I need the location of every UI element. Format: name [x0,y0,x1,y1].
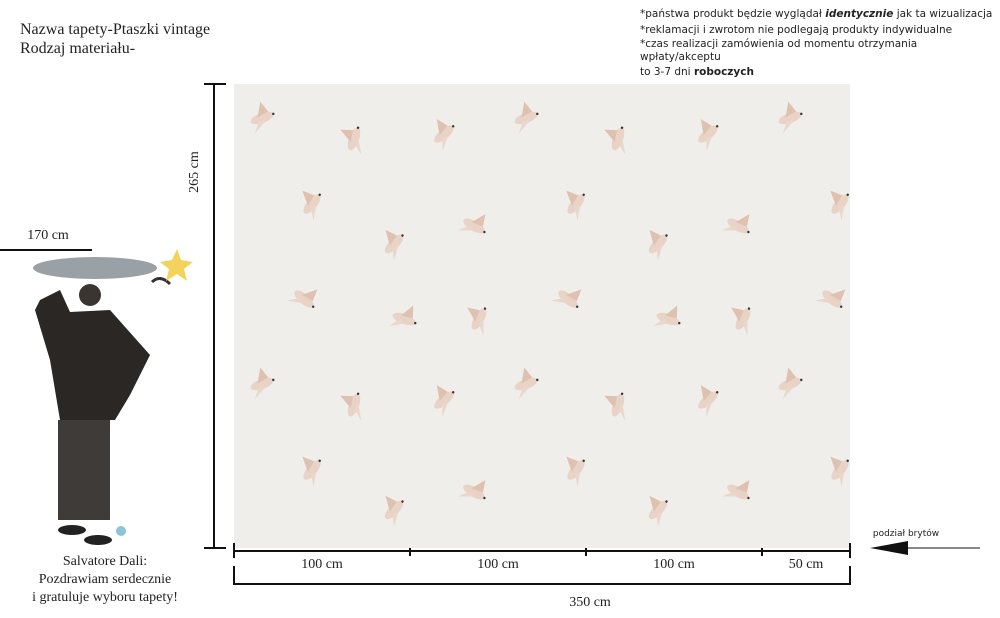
total-width-label: 350 cm [569,595,611,610]
caption-line: Salvatore Dali: [62,554,148,569]
segment-label: 100 cm [301,557,343,572]
caption: Salvatore Dali: Pozdrawiam serdecznie i … [0,553,210,607]
caption-line: i gratuluje wyboru tapety! [32,590,178,605]
note-text: jak ta wizualizacja [893,8,993,20]
note-bold: identycznie [825,8,894,20]
dimension-lines [0,83,980,585]
note-text: *państwa produkt będzie wyglądał [640,8,826,20]
note: *reklamacji i zwrotom nie podlegają prod… [640,24,953,36]
header: Nazwa tapety-Ptaszki vintage Rodzaj mate… [20,20,210,58]
note-text: to 3-7 dni [640,66,694,78]
note-bold: roboczych [693,66,754,78]
person-height-label: 170 cm [27,228,69,243]
person-figure [33,249,193,545]
note: to 3-7 dni roboczych [640,64,1000,80]
note: *państwa produkt będzie wyglądał identyc… [640,6,1000,22]
segment-label: 100 cm [653,557,695,572]
caption-line: Pozdrawiam serdecznie [38,572,172,587]
segment-label: 50 cm [789,557,824,572]
split-label: podział brytów [873,528,939,539]
note: *czas realizacji zamówienia od momentu o… [640,38,918,63]
wallpaper-name: Nazwa tapety-Ptaszki vintage [20,21,211,38]
wallpaper [234,84,850,548]
notes: *państwa produkt będzie wyglądał identyc… [640,6,1000,80]
material: Rodzaj materiału- [20,40,136,57]
segment-label: 100 cm [477,557,519,572]
height-label: 265 cm [187,151,202,193]
split-arrow [870,541,908,555]
